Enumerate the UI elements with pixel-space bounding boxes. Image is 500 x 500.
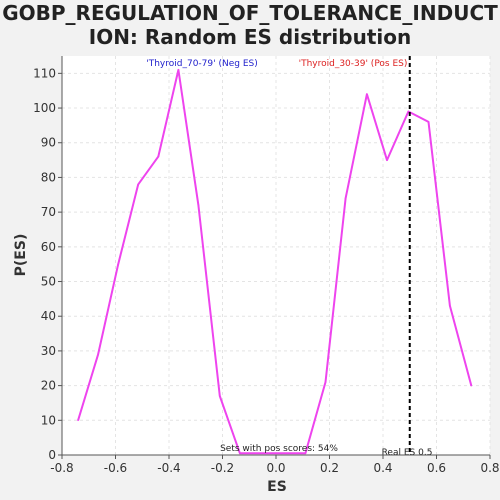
data-point: [197, 204, 200, 206]
grid: [61, 56, 491, 456]
data-point: [407, 110, 410, 113]
y-tick-label: 0: [48, 448, 56, 462]
y-tick-label: 70: [41, 205, 56, 219]
data-point: [427, 121, 430, 123]
data-point: [177, 69, 180, 71]
data-point: [77, 419, 79, 422]
data-point: [157, 155, 160, 158]
sets-pos-scores-label: Sets with pos scores: 54%: [220, 444, 338, 454]
x-tick-label: 0.4: [373, 461, 392, 475]
x-axis-label: ES: [267, 479, 287, 495]
data-point: [239, 452, 241, 455]
x-tick-label: 0.6: [427, 461, 446, 475]
data-point: [219, 395, 221, 397]
data-point: [304, 452, 307, 455]
x-tick-label: 0.0: [266, 461, 285, 475]
neg-es-label: 'Thyroid_70-79' (Neg ES): [146, 59, 257, 69]
data-point: [117, 263, 119, 265]
chart-title-line1: GOBP_REGULATION_OF_TOLERANCE_INDUCT: [2, 1, 498, 25]
x-tick-label: 0.8: [480, 461, 499, 475]
x-axis-ticks: -0.8 -0.6 -0.4 -0.2 0.0 0.2 0.4 0.6 0.8: [50, 455, 500, 475]
y-tick-label: 100: [33, 101, 56, 115]
x-tick-label: 0.2: [320, 461, 339, 475]
data-point: [280, 452, 283, 455]
y-tick-label: 110: [33, 66, 56, 80]
y-tick-label: 40: [41, 309, 56, 323]
pos-es-label: 'Thyroid_30-39' (Pos ES): [299, 59, 408, 69]
y-tick-label: 20: [41, 379, 56, 393]
data-point: [449, 305, 451, 307]
y-tick-label: 30: [41, 344, 56, 358]
data-point: [324, 381, 327, 383]
y-tick-label: 90: [41, 136, 56, 150]
data-point: [259, 452, 261, 455]
chart-title-line2: ION: Random ES distribution: [89, 25, 411, 49]
series-line: [77, 68, 473, 455]
y-axis-label: P(ES): [13, 234, 29, 277]
y-tick-label: 60: [41, 240, 56, 254]
series-layer: [77, 68, 473, 455]
y-axis-ticks: 0 10 20 30 40 50 60 70 80 90 100 110: [33, 66, 62, 462]
x-tick-label: -0.8: [50, 461, 73, 475]
data-point: [386, 159, 388, 161]
data-point: [470, 384, 473, 387]
data-point: [366, 93, 368, 95]
x-tick-label: -0.4: [157, 461, 180, 475]
data-point: [344, 197, 347, 200]
data-point: [137, 183, 140, 186]
x-tick-label: -0.6: [104, 461, 127, 475]
y-tick-label: 50: [41, 275, 56, 289]
x-tick-label: -0.2: [211, 461, 234, 475]
y-tick-label: 10: [41, 413, 56, 427]
data-point: [97, 353, 99, 356]
y-tick-label: 80: [41, 170, 56, 184]
real-es-label: Real ES 0.5: [382, 448, 433, 458]
